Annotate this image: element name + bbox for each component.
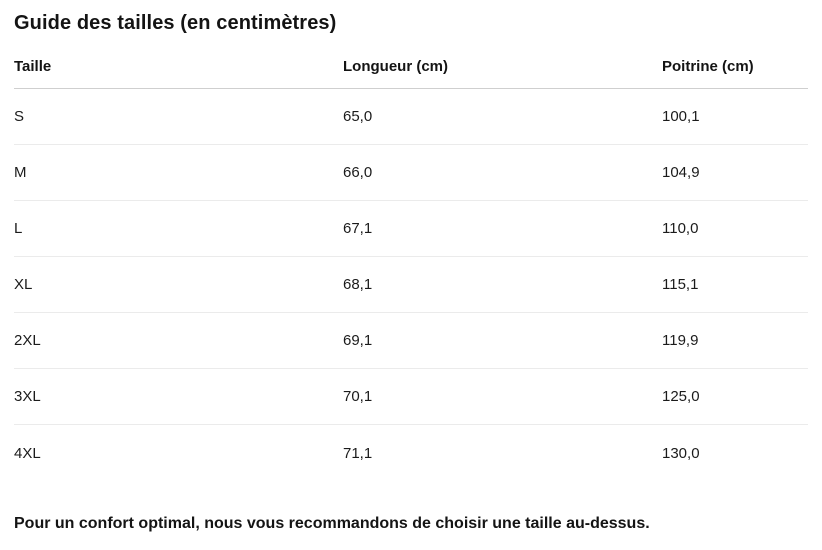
- table-row: 4XL 71,1 130,0: [14, 425, 808, 481]
- column-header-length: Longueur (cm): [343, 58, 448, 75]
- chest-cell: 104,9: [662, 164, 700, 181]
- table-row: M 66,0 104,9: [14, 145, 808, 201]
- size-cell: 4XL: [14, 444, 41, 462]
- size-cell: 2XL: [14, 332, 41, 349]
- length-cell: 66,0: [343, 164, 373, 181]
- table-row: 3XL 70,1 125,0: [14, 369, 808, 425]
- length-cell: 68,1: [343, 276, 373, 293]
- column-header-size: Taille: [14, 58, 52, 75]
- chest-cell: 119,9: [662, 332, 699, 349]
- table-body: S 65,0 100,1 M 66,0 104,9 L 67,1 110,0 X…: [14, 89, 808, 481]
- size-cell: XL: [14, 276, 33, 293]
- size-cell: M: [14, 164, 27, 181]
- size-guide-title: Guide des tailles (en centimètres): [14, 12, 337, 34]
- size-cell: 3XL: [14, 388, 41, 405]
- size-cell: L: [14, 220, 23, 237]
- length-cell: 70,1: [343, 388, 373, 405]
- table-header-row: Taille Longueur (cm) Poitrine (cm): [14, 58, 808, 89]
- length-cell: 65,0: [343, 108, 373, 125]
- chest-cell: 100,1: [662, 108, 700, 125]
- chest-cell: 130,0: [662, 444, 700, 462]
- size-cell: S: [14, 108, 25, 125]
- table-row: S 65,0 100,1: [14, 89, 808, 145]
- chest-cell: 115,1: [662, 276, 699, 293]
- table-row: L 67,1 110,0: [14, 201, 808, 257]
- size-guide-section: Guide des tailles (en centimètres) Taill…: [14, 12, 808, 532]
- length-cell: 71,1: [343, 444, 373, 462]
- length-cell: 69,1: [343, 332, 373, 349]
- comfort-recommendation-note: Pour un confort optimal, nous vous recom…: [14, 515, 650, 532]
- length-cell: 67,1: [343, 220, 373, 237]
- chest-cell: 110,0: [662, 220, 699, 237]
- table-row: XL 68,1 115,1: [14, 257, 808, 313]
- chest-cell: 125,0: [662, 388, 700, 405]
- size-table: Taille Longueur (cm) Poitrine (cm) S 65,…: [14, 58, 808, 481]
- table-row: 2XL 69,1 119,9: [14, 313, 808, 369]
- column-header-chest: Poitrine (cm): [662, 58, 754, 75]
